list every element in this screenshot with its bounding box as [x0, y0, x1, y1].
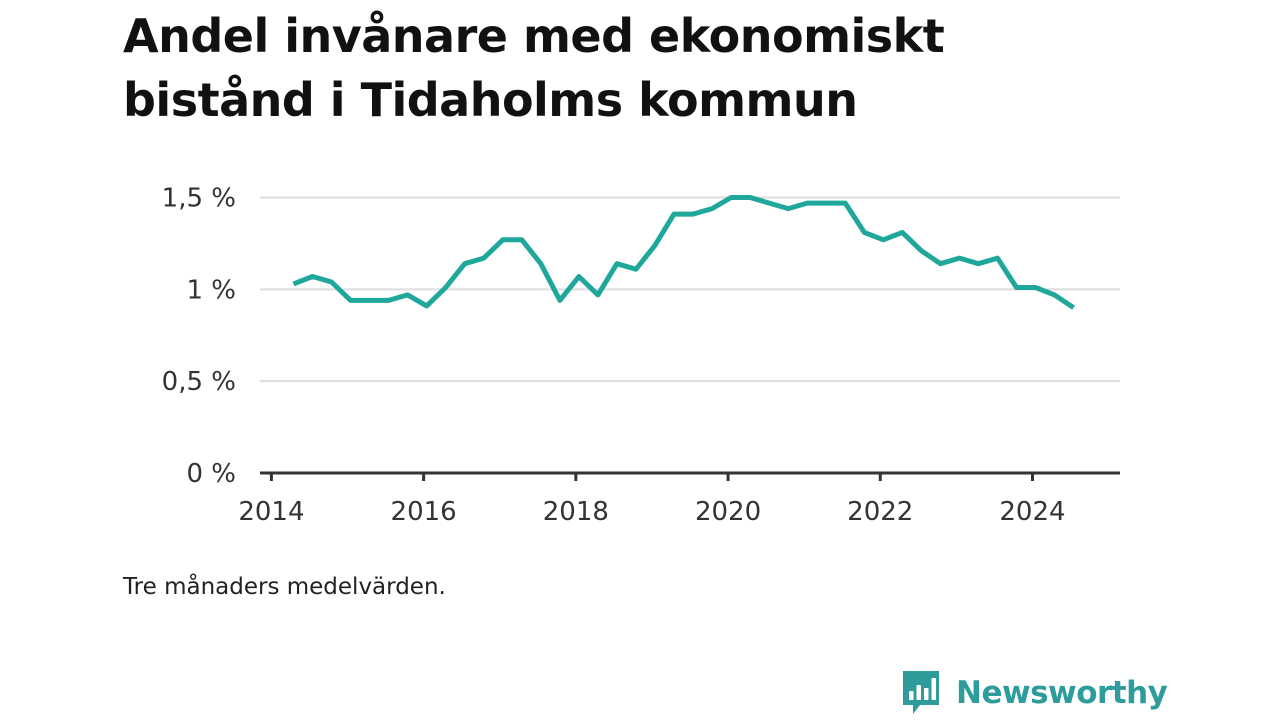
- y-tick-label: 0 %: [186, 459, 236, 489]
- chart-title: Andel invånare med ekonomiskt bistånd i …: [123, 9, 945, 127]
- x-tick-label: 2014: [238, 497, 304, 527]
- chart-note: Tre månaders medelvärden.: [123, 574, 446, 600]
- bar-chart-speech-bubble-icon: [903, 671, 939, 714]
- x-tick-label: 2018: [543, 497, 609, 527]
- x-tick-label: 2020: [695, 497, 761, 527]
- y-tick-label: 0,5 %: [162, 367, 236, 397]
- y-tick-label: 1 %: [186, 275, 236, 305]
- brand-name: Newsworthy: [956, 675, 1168, 711]
- series-line: [292, 195, 1075, 310]
- x-tick-label: 2024: [999, 497, 1065, 527]
- y-tick-label: 1,5 %: [162, 184, 236, 214]
- x-tick-label: 2022: [847, 497, 913, 527]
- brand-logo: Newsworthy: [900, 668, 1168, 718]
- x-tick-label: 2016: [391, 497, 457, 527]
